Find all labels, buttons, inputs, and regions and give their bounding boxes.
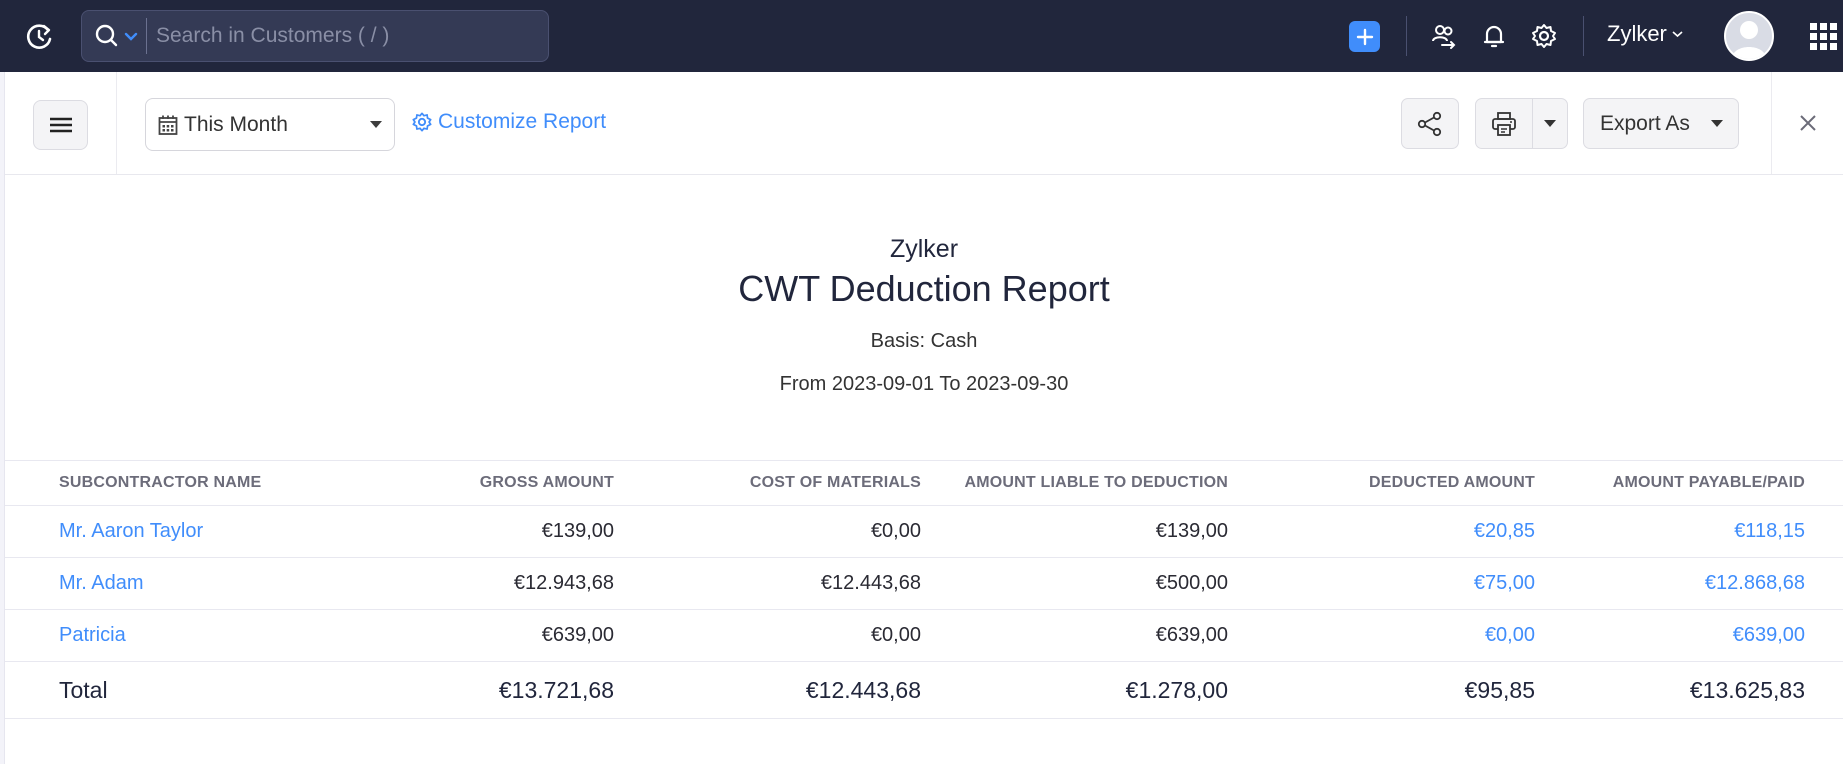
period-value: This Month xyxy=(184,112,288,136)
caret-down-icon xyxy=(1710,120,1723,127)
chevron-down-icon[interactable] xyxy=(124,29,138,43)
column-header-deducted-amount[interactable]: DEDUCTED AMOUNT xyxy=(1369,474,1535,491)
period-dropdown[interactable]: This Month xyxy=(145,98,395,151)
column-header-subcontractor-name[interactable]: SUBCONTRACTOR NAME xyxy=(59,474,262,491)
table-header-row: SUBCONTRACTOR NAME GROSS AMOUNT COST OF … xyxy=(5,460,1843,506)
gear-icon xyxy=(412,112,432,132)
column-header-amount-payable[interactable]: AMOUNT PAYABLE/PAID xyxy=(1612,474,1805,491)
divider xyxy=(1406,16,1407,56)
amount-payable-link[interactable]: €118,15 xyxy=(1734,520,1805,542)
print-button[interactable] xyxy=(1476,99,1533,148)
deducted-amount-link[interactable]: €0,00 xyxy=(1484,624,1535,646)
column-header-amount-liable[interactable]: AMOUNT LIABLE TO DEDUCTION xyxy=(964,474,1228,491)
search-input[interactable]: Search in Customers ( / ) xyxy=(156,24,390,47)
caret-down-icon xyxy=(370,121,382,128)
share-icon xyxy=(1417,111,1442,136)
close-button[interactable] xyxy=(1771,72,1843,174)
gross-amount: €12.943,68 xyxy=(513,572,614,594)
deducted-amount-link[interactable]: €75,00 xyxy=(1473,572,1535,594)
report-basis: Basis: Cash xyxy=(870,330,978,352)
app-grid-icon[interactable] xyxy=(1810,23,1837,50)
amount-liable: €639,00 xyxy=(1155,624,1228,646)
total-label: Total xyxy=(59,676,108,703)
export-as-label: Export As xyxy=(1600,111,1690,135)
close-icon xyxy=(1799,115,1816,131)
report-title: CWT Deduction Report xyxy=(738,268,1110,309)
deducted-amount-link[interactable]: €20,85 xyxy=(1473,520,1535,542)
search-divider xyxy=(146,18,147,54)
total-amount-liable: €1.278,00 xyxy=(1125,676,1228,703)
report-org-name: Zylker xyxy=(889,235,959,263)
table-row: Mr. Aaron Taylor €139,00 €0,00 €139,00 €… xyxy=(5,506,1843,558)
users-switch-icon[interactable] xyxy=(1430,22,1458,50)
gross-amount: €639,00 xyxy=(541,624,614,646)
cost-of-materials: €0,00 xyxy=(870,624,921,646)
divider xyxy=(1583,16,1584,56)
customize-report-link[interactable]: Customize Report xyxy=(411,110,606,134)
search-icon[interactable] xyxy=(94,23,120,49)
menu-button[interactable] xyxy=(33,100,88,150)
recent-activity-icon[interactable] xyxy=(26,22,54,50)
column-header-gross-amount[interactable]: GROSS AMOUNT xyxy=(479,474,614,491)
menu-cell xyxy=(5,72,117,174)
hamburger-icon xyxy=(49,117,72,133)
subcontractor-link[interactable]: Mr. Adam xyxy=(59,572,144,594)
org-name: Zylker xyxy=(1607,21,1667,46)
subcontractor-link[interactable]: Patricia xyxy=(59,624,126,646)
org-switcher[interactable]: Zylker xyxy=(1607,21,1683,47)
customize-report-label: Customize Report xyxy=(438,110,607,133)
subcontractor-link[interactable]: Mr. Aaron Taylor xyxy=(59,520,204,542)
table-total-row: Total €13.721,68 €12.443,68 €1.278,00 €9… xyxy=(5,662,1843,719)
table-row: Patricia €639,00 €0,00 €639,00 €0,00 €63… xyxy=(5,610,1843,662)
amount-liable: €139,00 xyxy=(1155,520,1228,542)
plus-icon xyxy=(1356,28,1373,45)
search-box[interactable]: Search in Customers ( / ) xyxy=(81,10,549,62)
calendar-icon xyxy=(158,115,178,135)
amount-payable-link[interactable]: €12.868,68 xyxy=(1704,572,1805,594)
cost-of-materials: €12.443,68 xyxy=(820,572,921,594)
top-nav-bar: Search in Customers ( / ) Zylker xyxy=(0,0,1843,72)
gear-icon[interactable] xyxy=(1530,22,1558,50)
caret-down-icon xyxy=(1544,120,1556,127)
gross-amount: €139,00 xyxy=(541,520,614,542)
avatar[interactable] xyxy=(1724,11,1774,61)
total-cost-of-materials: €12.443,68 xyxy=(805,676,921,703)
left-edge xyxy=(0,72,5,764)
user-silhouette-icon xyxy=(1732,21,1766,59)
share-button[interactable] xyxy=(1401,98,1459,149)
report-date-range: From 2023-09-01 To 2023-09-30 xyxy=(779,373,1069,395)
printer-icon xyxy=(1492,111,1516,136)
quick-create-button[interactable] xyxy=(1349,21,1380,52)
print-button-group xyxy=(1475,98,1568,149)
amount-liable: €500,00 xyxy=(1155,572,1228,594)
total-gross-amount: €13.721,68 xyxy=(498,676,614,703)
report-header: Zylker CWT Deduction Report Basis: Cash … xyxy=(5,235,1843,396)
report-toolbar: This Month Customize Report Export As xyxy=(5,72,1843,175)
export-as-button[interactable]: Export As xyxy=(1583,98,1739,149)
bell-icon[interactable] xyxy=(1480,22,1508,50)
column-header-cost-of-materials[interactable]: COST OF MATERIALS xyxy=(749,474,921,491)
total-amount-payable: €13.625,83 xyxy=(1689,676,1805,703)
print-options-button[interactable] xyxy=(1533,99,1567,148)
cwt-deduction-table: SUBCONTRACTOR NAME GROSS AMOUNT COST OF … xyxy=(5,460,1843,719)
total-deducted-amount: €95,85 xyxy=(1464,676,1535,703)
table-row: Mr. Adam €12.943,68 €12.443,68 €500,00 €… xyxy=(5,558,1843,610)
cost-of-materials: €0,00 xyxy=(870,520,921,542)
amount-payable-link[interactable]: €639,00 xyxy=(1732,624,1805,646)
chevron-down-icon xyxy=(1672,31,1683,38)
